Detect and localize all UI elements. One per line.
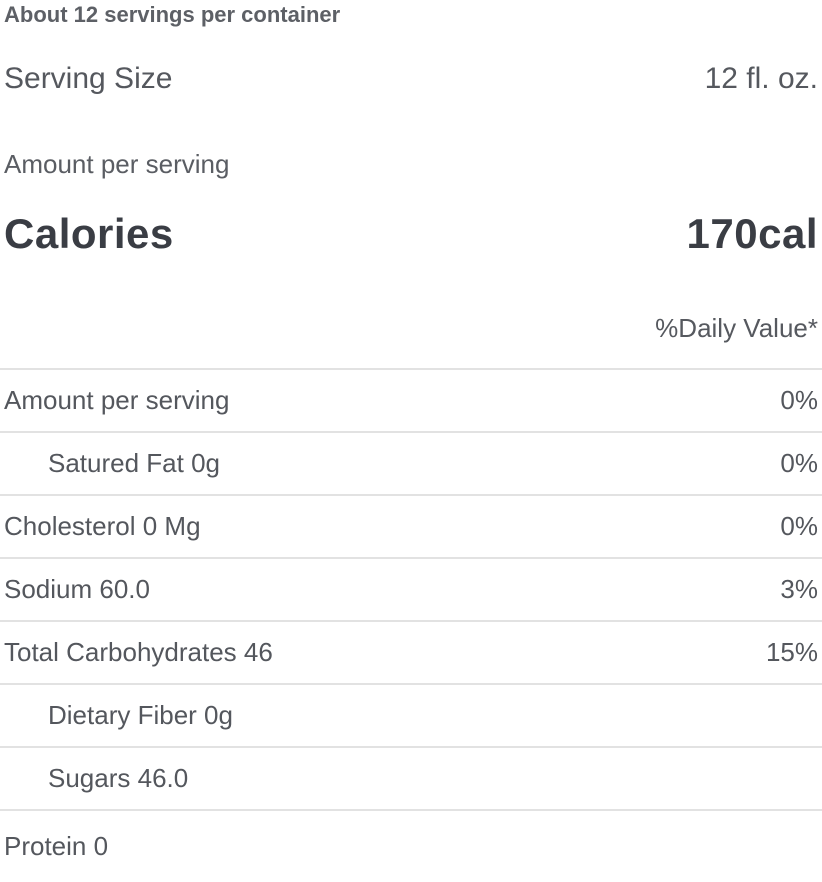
row-label: Amount per serving bbox=[4, 385, 230, 415]
nutrition-row-protein: Protein 0 bbox=[0, 809, 822, 882]
serving-size-label: Serving Size bbox=[4, 62, 173, 95]
calories-row: Calories 170cal bbox=[0, 210, 822, 258]
amount-per-serving-heading: Amount per serving bbox=[4, 149, 230, 179]
nutrition-table: Amount per serving 0% Satured Fat 0g 0% … bbox=[0, 368, 822, 882]
calories-value: 170cal bbox=[686, 210, 818, 257]
servings-per-container-text: About 12 servings per container bbox=[4, 2, 341, 27]
row-label: Total Carbohydrates 46 bbox=[4, 637, 273, 667]
nutrition-row-total-carbohydrates: Total Carbohydrates 46 15% bbox=[0, 620, 822, 683]
row-label: Cholesterol 0 Mg bbox=[4, 511, 201, 541]
row-label: Sugars 46.0 bbox=[48, 763, 189, 793]
calories-label: Calories bbox=[4, 210, 174, 257]
row-label: Sodium 60.0 bbox=[4, 574, 150, 604]
row-value: 3% bbox=[780, 574, 818, 604]
nutrition-row-sugars: Sugars 46.0 bbox=[0, 746, 822, 809]
nutrition-row-cholesterol: Cholesterol 0 Mg 0% bbox=[0, 494, 822, 557]
nutrition-row-dietary-fiber: Dietary Fiber 0g bbox=[0, 683, 822, 746]
row-value: 15% bbox=[765, 637, 818, 667]
daily-value-header: %Daily Value* bbox=[655, 313, 818, 343]
row-label: Satured Fat 0g bbox=[48, 448, 220, 478]
row-label: Protein 0 bbox=[4, 831, 109, 861]
nutrition-row-sodium: Sodium 60.0 3% bbox=[0, 557, 822, 620]
row-value: 0% bbox=[780, 385, 818, 415]
row-value: 0% bbox=[780, 448, 818, 478]
nutrition-row-saturated-fat: Satured Fat 0g 0% bbox=[0, 431, 822, 494]
row-value: 0% bbox=[780, 511, 818, 541]
serving-size-value: 12 fl. oz. bbox=[704, 62, 818, 95]
nutrition-row-amount-per-serving: Amount per serving 0% bbox=[0, 368, 822, 431]
serving-size-row: Serving Size 12 fl. oz. bbox=[0, 60, 822, 98]
row-label: Dietary Fiber 0g bbox=[48, 700, 233, 730]
